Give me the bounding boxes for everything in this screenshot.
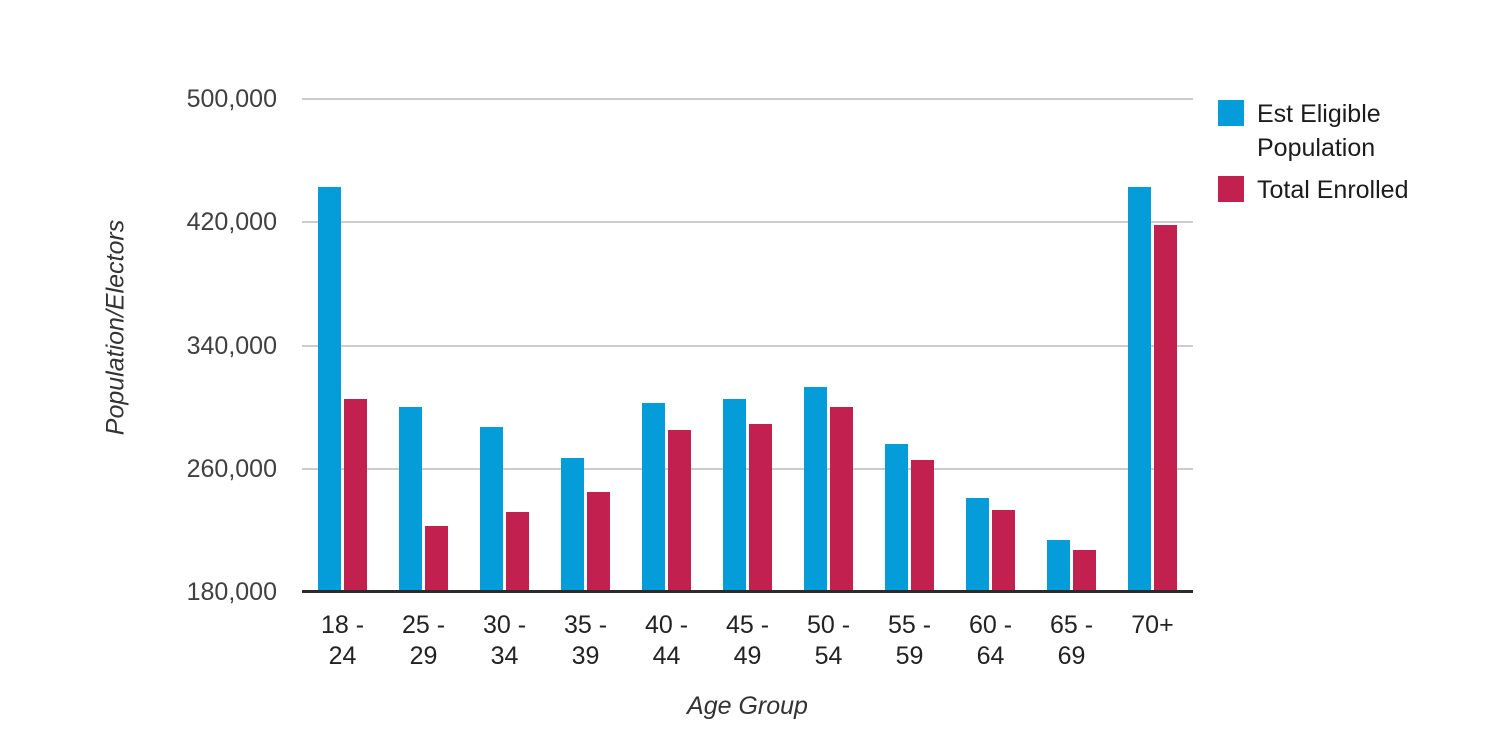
bar-total-enrolled bbox=[587, 492, 610, 592]
x-tick-label: 50 - 54 bbox=[806, 611, 851, 670]
legend-item-est-eligible-population: Est Eligible Population bbox=[1218, 97, 1458, 165]
x-tick-label: 35 - 39 bbox=[563, 611, 608, 670]
bar-total-enrolled bbox=[344, 399, 367, 592]
gridline bbox=[302, 98, 1193, 100]
bar-est-eligible-population bbox=[966, 498, 989, 592]
bar-total-enrolled bbox=[749, 424, 772, 592]
bar-group-25-29 bbox=[383, 99, 464, 592]
bar-est-eligible-population bbox=[642, 403, 665, 592]
bar-group-30-34 bbox=[464, 99, 545, 592]
x-tick-label: 55 - 59 bbox=[887, 611, 932, 670]
x-tick-label: 40 - 44 bbox=[644, 611, 689, 670]
bar-est-eligible-population bbox=[804, 387, 827, 592]
legend: Est Eligible Population Total Enrolled bbox=[1218, 97, 1458, 207]
bar-total-enrolled bbox=[911, 460, 934, 592]
bar-total-enrolled bbox=[1154, 225, 1177, 592]
x-tick-label: 45 - 49 bbox=[725, 611, 770, 670]
bar-total-enrolled bbox=[506, 512, 529, 592]
legend-label: Est Eligible Population bbox=[1257, 100, 1381, 162]
gridline bbox=[302, 345, 1193, 347]
bar-group-40-44 bbox=[626, 99, 707, 592]
y-tick-label: 260,000 bbox=[186, 455, 277, 483]
bar-est-eligible-population bbox=[399, 407, 422, 592]
x-axis-title: Age Group bbox=[687, 692, 808, 720]
gridline bbox=[302, 221, 1193, 223]
bar-est-eligible-population bbox=[723, 399, 746, 592]
bar-total-enrolled bbox=[830, 407, 853, 592]
bar-est-eligible-population bbox=[885, 444, 908, 592]
legend-label: Total Enrolled bbox=[1257, 176, 1409, 204]
plot-area bbox=[302, 98, 1193, 593]
bar-group-60-64 bbox=[950, 99, 1031, 592]
x-tick-label: 18 - 24 bbox=[320, 611, 365, 670]
bar-total-enrolled bbox=[1073, 550, 1096, 592]
bar-group-35-39 bbox=[545, 99, 626, 592]
bar-group-18-24 bbox=[302, 99, 383, 592]
bar-total-enrolled bbox=[425, 526, 448, 592]
gridline bbox=[302, 468, 1193, 470]
x-tick-label: 65 - 69 bbox=[1049, 611, 1094, 670]
x-tick-label: 60 - 64 bbox=[968, 611, 1013, 670]
bar-group-65-69 bbox=[1031, 99, 1112, 592]
legend-item-total-enrolled: Total Enrolled bbox=[1218, 173, 1458, 207]
bar-est-eligible-population bbox=[480, 427, 503, 592]
bar-total-enrolled bbox=[992, 510, 1015, 592]
y-tick-label: 180,000 bbox=[186, 578, 277, 606]
x-tick-label: 70+ bbox=[1131, 611, 1174, 639]
bar-group-45-49 bbox=[707, 99, 788, 592]
bar-est-eligible-population bbox=[318, 187, 341, 592]
legend-swatch-icon bbox=[1218, 176, 1244, 202]
legend-swatch-icon bbox=[1218, 100, 1244, 126]
bar-est-eligible-population bbox=[1128, 187, 1151, 592]
x-tick-label: 30 - 34 bbox=[482, 611, 527, 670]
x-tick-label: 25 - 29 bbox=[401, 611, 446, 670]
y-tick-label: 500,000 bbox=[186, 85, 277, 113]
bar-group-50-54 bbox=[788, 99, 869, 592]
bar-group-70+ bbox=[1112, 99, 1193, 592]
y-tick-label: 420,000 bbox=[186, 208, 277, 236]
bar-est-eligible-population bbox=[1047, 540, 1070, 592]
bar-total-enrolled bbox=[668, 430, 691, 592]
y-tick-label: 340,000 bbox=[186, 332, 277, 360]
x-axis-line bbox=[302, 590, 1193, 593]
bar-est-eligible-population bbox=[561, 458, 584, 592]
bar-group-55-59 bbox=[869, 99, 950, 592]
